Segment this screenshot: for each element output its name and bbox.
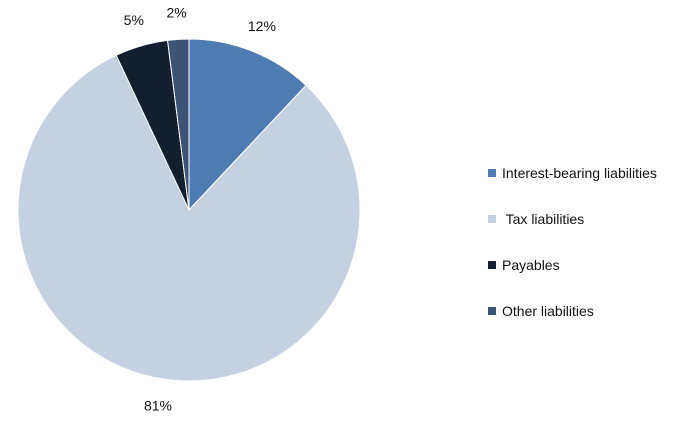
legend-swatch-other	[488, 307, 496, 315]
data-label-other: 2%	[166, 4, 186, 20]
pie-slice-tax	[17, 54, 361, 382]
legend-label-other: Other liabilities	[502, 303, 594, 319]
legend-swatch-interest-bearing	[488, 169, 496, 177]
data-label-interest-bearing: 12%	[248, 18, 276, 34]
data-label-tax: 81%	[144, 398, 172, 414]
pie-slice-other	[167, 38, 190, 211]
legend: Interest-bearing liabilities Tax liabili…	[488, 150, 688, 334]
legend-label-tax: Tax liabilities	[502, 211, 585, 227]
pie-slice-interest-bearing	[188, 38, 307, 212]
legend-swatch-tax	[488, 215, 496, 223]
legend-swatch-payables	[488, 261, 496, 269]
legend-item-interest-bearing: Interest-bearing liabilities	[488, 150, 688, 196]
data-label-payables: 5%	[124, 12, 144, 28]
legend-item-payables: Payables	[488, 242, 688, 288]
legend-label-interest-bearing: Interest-bearing liabilities	[502, 165, 657, 181]
legend-item-tax: Tax liabilities	[488, 196, 688, 242]
legend-item-other: Other liabilities	[488, 288, 688, 334]
legend-label-payables: Payables	[502, 257, 560, 273]
